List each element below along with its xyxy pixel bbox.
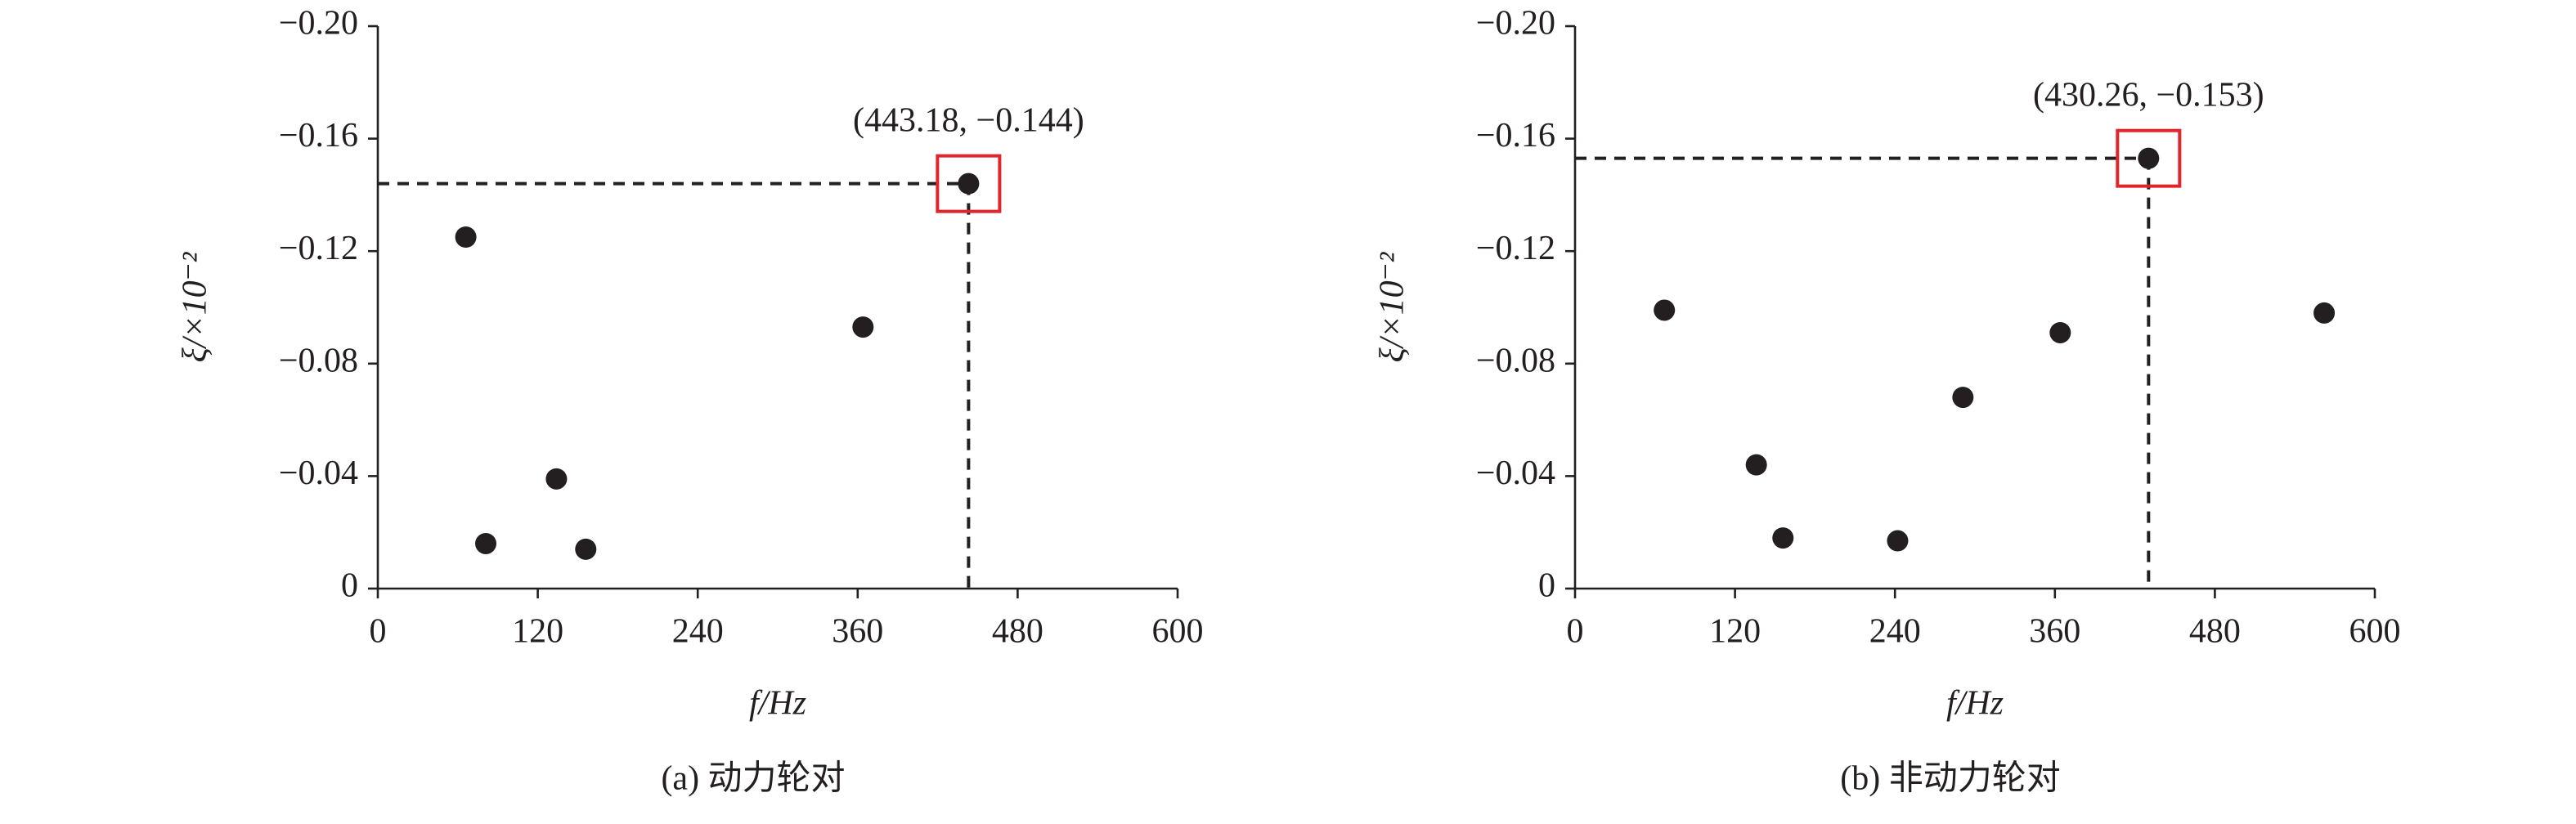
x-tick-label: 120 — [1709, 613, 1761, 651]
y-tick-label: 0 — [341, 567, 358, 605]
point — [545, 468, 568, 490]
highlight-box — [2116, 128, 2182, 188]
x-tick-label: 600 — [2349, 613, 2401, 651]
highlight-box — [936, 154, 1002, 213]
y-tick-label: −0.04 — [1476, 455, 1555, 492]
y-tick-label: −0.20 — [279, 5, 358, 43]
point — [2049, 321, 2071, 343]
point — [2313, 302, 2336, 324]
point — [1952, 387, 1974, 409]
x-tick-label: 240 — [1869, 613, 1921, 651]
y-tick-label: 0 — [1538, 567, 1555, 605]
point — [575, 538, 597, 560]
x-tick-label: 600 — [1152, 613, 1204, 651]
x-tick-label: 360 — [832, 613, 883, 651]
x-tick-label: 480 — [992, 613, 1043, 651]
y-tick-label: −0.12 — [1476, 230, 1555, 267]
point — [958, 172, 980, 195]
x-tick-label: 120 — [512, 613, 563, 651]
x-tick-label: 360 — [2029, 613, 2080, 651]
x-tick-label: 240 — [672, 613, 724, 651]
y-axis-label: ξ/×10⁻² — [177, 251, 214, 362]
point — [1745, 454, 1767, 476]
caption: (a) 动力轮对 — [661, 760, 845, 798]
x-tick-label: 0 — [370, 613, 387, 651]
y-tick-label: −0.08 — [1476, 342, 1555, 379]
point — [2138, 147, 2160, 169]
point — [455, 226, 477, 248]
point — [1887, 530, 1909, 552]
annotation: (443.18, −0.144) — [853, 101, 1084, 139]
y-tick-label: −0.16 — [1476, 117, 1555, 154]
x-tick-label: 0 — [1567, 613, 1584, 651]
caption: (b) 非动力轮对 — [1840, 760, 2060, 798]
y-tick-label: −0.12 — [279, 230, 358, 267]
x-axis-label: f/Hz — [1946, 685, 2004, 723]
y-tick-label: −0.08 — [279, 342, 358, 379]
y-axis-label: ξ/×10⁻² — [1374, 251, 1411, 362]
point — [852, 316, 874, 338]
x-axis-label: f/Hz — [749, 685, 806, 723]
annotation: (430.26, −0.153) — [2033, 76, 2264, 114]
y-tick-label: −0.04 — [279, 455, 358, 492]
point — [1772, 527, 1794, 549]
point — [1654, 299, 1676, 321]
x-tick-label: 480 — [2189, 613, 2241, 651]
y-tick-label: −0.16 — [279, 117, 358, 154]
point — [475, 532, 497, 554]
y-tick-label: −0.20 — [1476, 5, 1555, 43]
